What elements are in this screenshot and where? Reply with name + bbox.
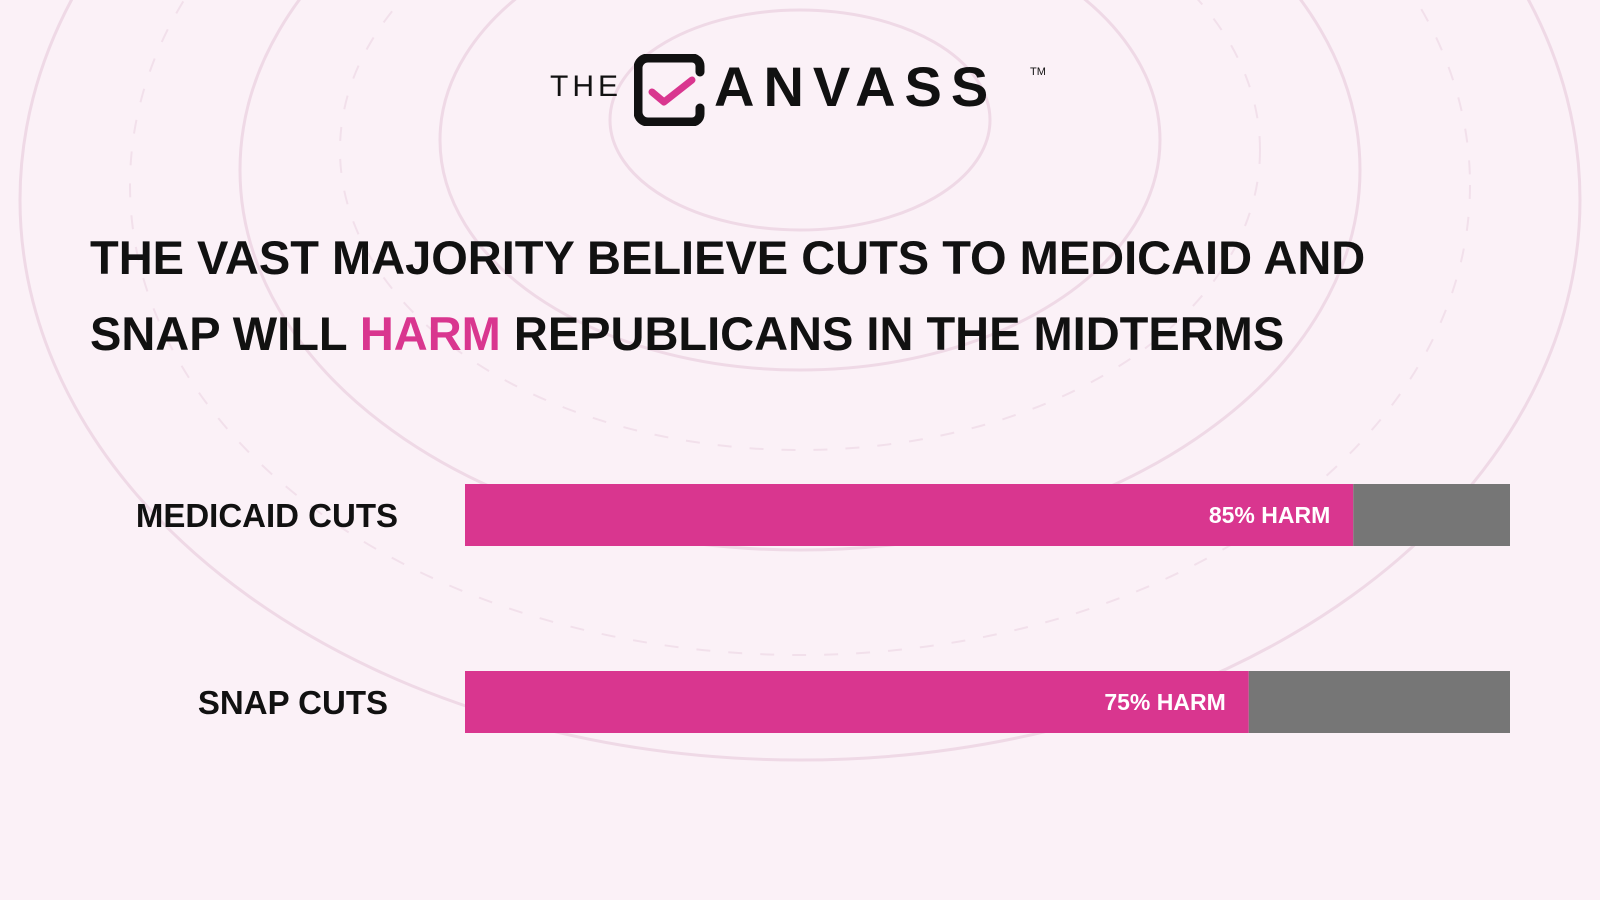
- bar-value-label: 75% HARM: [1104, 689, 1225, 715]
- headline-accent-word: HARM: [359, 307, 501, 360]
- headline: THE VAST MAJORITY BELIEVE CUTS TO MEDICA…: [90, 220, 1550, 372]
- remainder-bar: [1353, 484, 1510, 546]
- canvass-logo: THE ANVASS TM: [550, 48, 1050, 134]
- category-label: MEDICAID CUTS: [136, 497, 398, 534]
- bar-value-label: 85% HARM: [1209, 502, 1330, 528]
- logo-prefix: THE: [550, 70, 622, 103]
- harm-bar: [465, 484, 1354, 546]
- logo-wordmark: ANVASS: [714, 55, 998, 118]
- category-label: SNAP CUTS: [198, 684, 388, 721]
- headline-line-2-start: SNAP WILL: [90, 307, 360, 360]
- trademark-mark: TM: [1030, 66, 1046, 78]
- checkbox-check-icon: [634, 54, 705, 126]
- headline-line-1: THE VAST MAJORITY BELIEVE CUTS TO MEDICA…: [90, 231, 1366, 284]
- remainder-bar: [1248, 671, 1510, 733]
- headline-line-2-end: REPUBLICANS IN THE MIDTERMS: [500, 307, 1285, 360]
- harm-bar: [465, 671, 1249, 733]
